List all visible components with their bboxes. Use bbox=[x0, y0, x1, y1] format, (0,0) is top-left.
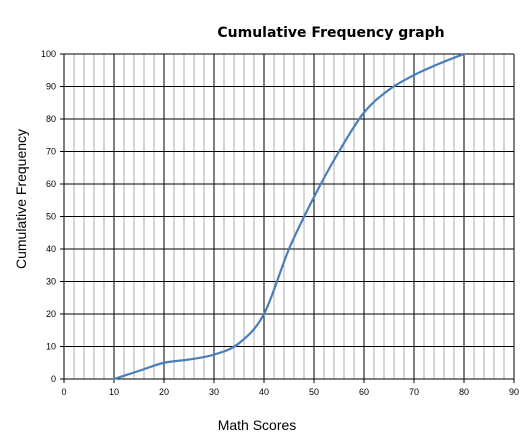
x-tick-label: 70 bbox=[409, 387, 419, 397]
y-tick-label: 30 bbox=[46, 277, 56, 287]
y-tick-label: 0 bbox=[51, 374, 56, 384]
y-tick-label: 70 bbox=[46, 147, 56, 157]
x-tick-label: 60 bbox=[359, 387, 369, 397]
tick-labels: 0 10 20 30 40 50 60 70 80 90 0 10 20 30 40 50 60 70 80 90 10… bbox=[41, 49, 519, 397]
chart-title: Cumulative Frequency graph bbox=[217, 25, 444, 41]
y-tick-label: 10 bbox=[46, 342, 56, 352]
plot-area bbox=[112, 52, 466, 381]
axes bbox=[60, 53, 515, 383]
x-tick-label: 80 bbox=[459, 387, 469, 397]
y-tick-label: 60 bbox=[46, 179, 56, 189]
x-tick-label: 40 bbox=[259, 387, 269, 397]
series-line bbox=[112, 52, 466, 381]
x-tick-label: 90 bbox=[509, 387, 519, 397]
x-tick-label: 10 bbox=[109, 387, 119, 397]
y-tick-label: 40 bbox=[46, 244, 56, 254]
grid bbox=[64, 53, 515, 379]
x-tick-label: 30 bbox=[209, 387, 219, 397]
y-tick-label: 100 bbox=[41, 49, 56, 59]
y-tick-label: 80 bbox=[46, 114, 56, 124]
x-tick-label: 50 bbox=[309, 387, 319, 397]
y-tick-label: 20 bbox=[46, 309, 56, 319]
y-tick-label: 90 bbox=[46, 82, 56, 92]
x-tick-label: 20 bbox=[159, 387, 169, 397]
y-axis-label: Cumulative Frequency bbox=[13, 129, 29, 269]
y-tick-label: 50 bbox=[46, 212, 56, 222]
x-axis-label: Math Scores bbox=[218, 417, 297, 433]
x-tick-label: 0 bbox=[61, 387, 66, 397]
